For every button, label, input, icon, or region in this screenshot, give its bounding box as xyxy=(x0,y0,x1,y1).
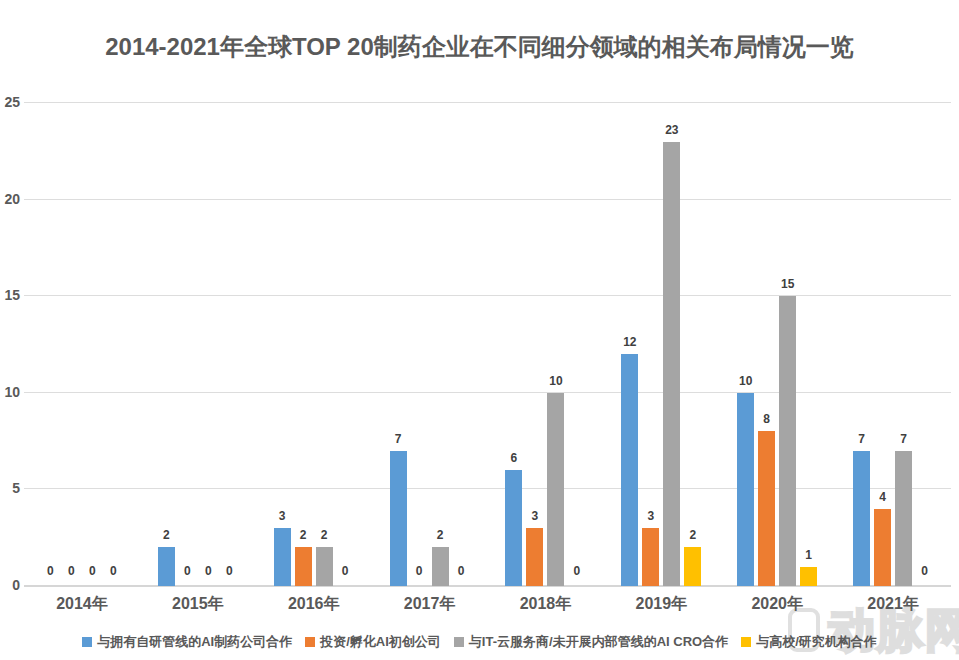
bar-5-3 xyxy=(547,393,564,586)
y-tick-label: 20 xyxy=(0,191,20,207)
bar-3-1 xyxy=(274,528,291,586)
bar-value-label: 0 xyxy=(110,564,117,578)
bar-value-label: 0 xyxy=(205,564,212,578)
legend-label: 与拥有自研管线的AI制药公司合作 xyxy=(97,633,292,651)
bar-value-label: 0 xyxy=(47,564,54,578)
bar-value-label: 2 xyxy=(437,528,444,542)
bar-value-label: 3 xyxy=(532,509,539,523)
gridline xyxy=(24,102,951,103)
bar-value-label: 2 xyxy=(321,528,328,542)
bar-7-3 xyxy=(779,296,796,586)
legend-swatch xyxy=(305,637,315,647)
legend-item: 与高校/研究机构合作 xyxy=(741,633,877,651)
bar-2-1 xyxy=(158,547,175,586)
gridline xyxy=(24,392,951,393)
bar-6-1 xyxy=(621,354,638,586)
y-tick-label: 15 xyxy=(0,287,20,303)
y-tick-label: 5 xyxy=(0,480,20,496)
x-tick-label: 2015年 xyxy=(140,594,256,615)
legend-swatch xyxy=(82,637,92,647)
plot-area: 0000200032207020631001232321081517470 xyxy=(24,103,951,586)
bar-value-label: 2 xyxy=(300,528,307,542)
bar-value-label: 0 xyxy=(458,564,465,578)
bar-value-label: 6 xyxy=(511,451,518,465)
bar-value-label: 15 xyxy=(781,277,794,291)
gridline xyxy=(24,199,951,200)
bar-6-2 xyxy=(642,528,659,586)
bar-value-label: 0 xyxy=(184,564,191,578)
bar-4-1 xyxy=(390,451,407,586)
bar-5-1 xyxy=(505,470,522,586)
bar-value-label: 2 xyxy=(689,528,696,542)
x-tick-label: 2021年 xyxy=(835,594,951,615)
x-tick-label: 2014年 xyxy=(24,594,140,615)
legend-item: 投资/孵化AI初创公司 xyxy=(305,633,441,651)
bar-5-2 xyxy=(526,528,543,586)
x-tick-label: 2016年 xyxy=(256,594,372,615)
chart-title: 2014-2021年全球TOP 20制药企业在不同细分领域的相关布局情况一览 xyxy=(0,31,959,63)
bar-value-label: 8 xyxy=(763,412,770,426)
bar-value-label: 0 xyxy=(574,564,581,578)
legend-item: 与拥有自研管线的AI制药公司合作 xyxy=(82,633,292,651)
bar-7-2 xyxy=(758,431,775,586)
x-tick-label: 2019年 xyxy=(603,594,719,615)
bar-value-label: 23 xyxy=(665,123,678,137)
bar-value-label: 7 xyxy=(900,432,907,446)
bar-7-4 xyxy=(800,567,817,586)
bar-value-label: 0 xyxy=(89,564,96,578)
legend-label: 与IT-云服务商/未开展内部管线的AI CRO合作 xyxy=(469,633,728,651)
legend-label: 投资/孵化AI初创公司 xyxy=(320,633,441,651)
legend-label: 与高校/研究机构合作 xyxy=(756,633,877,651)
bar-8-3 xyxy=(895,451,912,586)
bar-value-label: 4 xyxy=(879,490,886,504)
bar-3-2 xyxy=(295,547,312,586)
x-tick-label: 2017年 xyxy=(372,594,488,615)
bar-value-label: 3 xyxy=(279,509,286,523)
bar-6-4 xyxy=(684,547,701,586)
legend: 与拥有自研管线的AI制药公司合作 投资/孵化AI初创公司 与IT-云服务商/未开展内… xyxy=(0,633,959,651)
legend-item: 与IT-云服务商/未开展内部管线的AI CRO合作 xyxy=(454,633,728,651)
bar-value-label: 7 xyxy=(395,432,402,446)
bar-value-label: 10 xyxy=(549,374,562,388)
bar-8-1 xyxy=(853,451,870,586)
legend-swatch xyxy=(454,637,464,647)
bar-value-label: 1 xyxy=(805,548,812,562)
legend-swatch xyxy=(741,637,751,647)
gridline xyxy=(24,295,951,296)
bar-value-label: 0 xyxy=(342,564,349,578)
bar-7-1 xyxy=(737,393,754,586)
bar-value-label: 0 xyxy=(921,564,928,578)
bar-6-3 xyxy=(663,142,680,586)
y-tick-label: 25 xyxy=(0,94,20,110)
bar-value-label: 0 xyxy=(68,564,75,578)
x-tick-label: 2020年 xyxy=(719,594,835,615)
chart-canvas: 动脉网 2014-2021年全球TOP 20制药企业在不同细分领域的相关布局情况… xyxy=(0,0,959,660)
bar-value-label: 0 xyxy=(416,564,423,578)
y-tick-label: 10 xyxy=(0,384,20,400)
gridline xyxy=(24,488,951,489)
y-tick-label: 0 xyxy=(0,577,20,593)
bar-value-label: 12 xyxy=(623,335,636,349)
bar-value-label: 10 xyxy=(739,374,752,388)
bar-3-3 xyxy=(316,547,333,586)
bar-value-label: 0 xyxy=(226,564,233,578)
bar-value-label: 3 xyxy=(647,509,654,523)
bar-4-3 xyxy=(432,547,449,586)
x-tick-label: 2018年 xyxy=(488,594,604,615)
bar-value-label: 2 xyxy=(163,528,170,542)
bar-8-2 xyxy=(874,509,891,586)
bar-value-label: 7 xyxy=(858,432,865,446)
